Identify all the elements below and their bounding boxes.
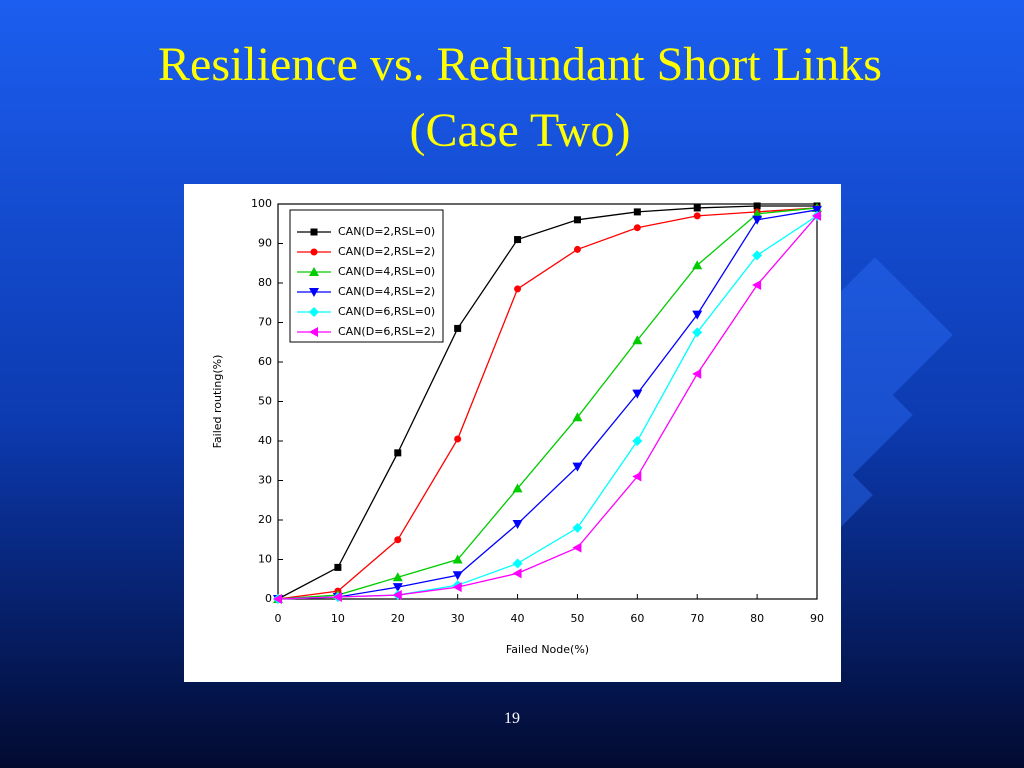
legend-label: CAN(D=6,RSL=2) — [338, 325, 435, 338]
marker — [692, 260, 703, 270]
marker — [693, 212, 701, 220]
legend-label: CAN(D=2,RSL=2) — [338, 245, 435, 258]
marker — [273, 594, 282, 604]
marker — [572, 412, 583, 422]
marker — [693, 204, 701, 212]
marker — [309, 327, 318, 337]
marker — [692, 310, 703, 320]
marker — [454, 435, 462, 443]
legend-label: CAN(D=4,RSL=2) — [338, 285, 435, 298]
y-tick-label: 70 — [258, 316, 272, 329]
slide-title: (Case Two) — [409, 104, 630, 157]
marker — [512, 519, 523, 529]
marker — [309, 267, 319, 276]
marker — [632, 335, 643, 345]
marker — [632, 436, 643, 446]
marker — [752, 250, 763, 261]
marker — [452, 554, 463, 564]
marker — [692, 327, 703, 338]
marker — [633, 208, 641, 216]
page-number: 19 — [504, 710, 520, 727]
marker — [309, 307, 319, 317]
series-line — [277, 209, 818, 600]
y-tick-label: 80 — [258, 276, 272, 289]
marker — [573, 216, 581, 224]
chart-panel — [184, 184, 841, 682]
y-tick-label: 10 — [258, 553, 272, 566]
x-tick-label: 0 — [275, 612, 282, 625]
x-axis-label: Failed Node(%) — [506, 643, 589, 656]
marker — [753, 202, 761, 210]
y-tick-label: 90 — [258, 237, 272, 250]
marker — [632, 471, 642, 482]
marker — [633, 224, 641, 232]
marker — [454, 324, 462, 332]
marker — [334, 563, 342, 571]
y-tick-label: 50 — [258, 395, 272, 408]
marker — [512, 483, 523, 493]
marker — [452, 571, 463, 581]
y-tick-label: 60 — [258, 355, 272, 368]
marker — [512, 558, 523, 569]
marker — [572, 542, 582, 553]
legend-label: CAN(D=6,RSL=0) — [338, 305, 435, 318]
y-axis-label: Failed routing(%) — [211, 355, 224, 449]
legend-label: CAN(D=2,RSL=0) — [338, 225, 435, 238]
x-tick-label: 20 — [391, 612, 405, 625]
y-tick-label: 20 — [258, 513, 272, 526]
marker — [632, 389, 643, 399]
marker — [310, 248, 318, 256]
x-tick-label: 70 — [690, 612, 704, 625]
x-tick-label: 90 — [810, 612, 824, 625]
series-line — [277, 215, 818, 600]
marker — [812, 205, 822, 215]
marker — [572, 462, 583, 472]
marker — [392, 572, 403, 582]
marker — [572, 522, 583, 533]
y-tick-label: 100 — [251, 197, 272, 210]
marker — [514, 236, 522, 244]
series-line — [277, 207, 818, 600]
chart: 0 10 20 30 40 50 60 70 80 90 100 0 10 20 30 40 50 60 70 80 9… — [211, 197, 824, 656]
marker — [394, 449, 402, 457]
y-tick-label: 30 — [258, 474, 272, 487]
marker — [452, 582, 462, 593]
x-tick-label: 60 — [630, 612, 644, 625]
y-tick-label: 0 — [265, 592, 272, 605]
x-tick-label: 30 — [451, 612, 465, 625]
marker — [752, 208, 763, 218]
marker — [394, 536, 402, 544]
x-tick-label: 40 — [511, 612, 525, 625]
marker — [392, 590, 402, 601]
legend-label: CAN(D=4,RSL=0) — [338, 265, 435, 278]
marker — [514, 285, 522, 293]
marker — [309, 288, 319, 297]
marker — [332, 592, 342, 603]
series-line — [277, 207, 818, 600]
marker — [573, 245, 581, 253]
y-tick-label: 40 — [258, 434, 272, 447]
slide-title: Resilience vs. Redundant Short Links — [158, 38, 882, 91]
marker — [692, 368, 702, 379]
x-tick-label: 10 — [331, 612, 345, 625]
series-line — [277, 205, 817, 600]
marker — [310, 228, 318, 236]
marker — [812, 210, 821, 221]
marker — [752, 279, 762, 290]
x-tick-label: 50 — [570, 612, 584, 625]
marker — [752, 215, 763, 225]
x-tick-label: 80 — [750, 612, 764, 625]
marker — [392, 583, 403, 593]
marker — [512, 568, 522, 579]
